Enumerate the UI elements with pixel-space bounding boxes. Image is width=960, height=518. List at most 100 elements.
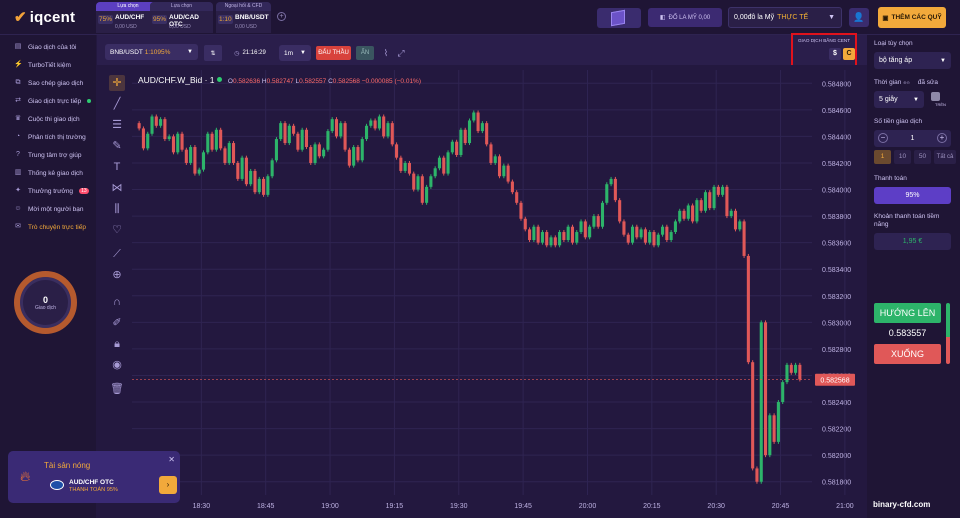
candle-body bbox=[789, 364, 793, 373]
candle-body bbox=[661, 226, 665, 235]
preset-button[interactable]: Tất cả bbox=[934, 150, 956, 164]
minus-icon[interactable]: − bbox=[878, 133, 888, 143]
ohlc-high: 0.582747 bbox=[266, 78, 294, 85]
sidebar-item[interactable]: ▤ Giao dịch của tôi bbox=[14, 41, 77, 53]
eye-icon[interactable]: ◉ bbox=[112, 359, 122, 371]
left-sidebar: ▤ Giao dịch của tôi ⚡ TurboTiết kiệm ⧉ Sao ch… bbox=[0, 35, 96, 518]
sidebar-item[interactable]: ▥ Thống kê giao dịch bbox=[14, 167, 83, 179]
candle-body bbox=[656, 234, 660, 246]
crosshair-icon[interactable]: ✛ bbox=[109, 75, 125, 91]
deposit-button[interactable]: ▣ THÊM CÁC QUỸ bbox=[878, 7, 946, 28]
demo-account-button[interactable]: ◧ ĐỔ LA MỸ 0,00 bbox=[648, 8, 722, 27]
logo-mark-icon: ✔ bbox=[14, 9, 27, 26]
amount-stepper[interactable]: − 1 + bbox=[874, 130, 951, 147]
dollar-mode-button[interactable]: $ bbox=[829, 48, 841, 60]
text-icon[interactable]: T bbox=[113, 161, 121, 173]
chevron-down-icon: ▼ bbox=[828, 14, 835, 21]
candle-body bbox=[695, 200, 699, 222]
hide-button[interactable]: ẨN bbox=[356, 46, 374, 60]
asset-tab[interactable]: Ngoại hối & CFD 1:10 BNB/USDT 0,00 USD bbox=[216, 2, 271, 33]
fullscreen-icon[interactable]: ⤢ bbox=[397, 47, 405, 58]
demo-icon: ◧ bbox=[659, 15, 666, 21]
sell-down-button[interactable]: XUỐNG bbox=[874, 344, 941, 364]
sidebar-item[interactable]: ⇄ Giao dịch trực tiếp bbox=[14, 95, 92, 107]
ruler-icon[interactable]: ⟋ bbox=[113, 248, 121, 260]
hot-asset-toast: ✕ 🔥︎ Tài sản nóng AUD/CHF OTC THANH TOÁN… bbox=[8, 451, 180, 503]
heart-icon[interactable]: ♡ bbox=[112, 224, 122, 236]
sidebar-item[interactable]: ⚡ TurboTiết kiệm bbox=[14, 59, 71, 71]
candle-body bbox=[180, 133, 184, 150]
turbo-icon: ⚡ bbox=[14, 61, 23, 68]
sidebar-item[interactable]: ◔ Phân tích thị trường bbox=[14, 131, 86, 143]
preset-button[interactable]: 1 bbox=[874, 150, 891, 164]
brand-logo[interactable]: ✔ iqcent bbox=[14, 8, 75, 27]
cent-trading-label: GIAO DỊCH BẰNG CENT bbox=[797, 38, 851, 43]
auction-button[interactable]: ĐẤU THẦU bbox=[316, 46, 351, 60]
fixed-time-toggle[interactable] bbox=[931, 92, 940, 101]
preset-button[interactable]: 10 bbox=[894, 150, 911, 164]
lock-drawing-icon[interactable]: ✐ bbox=[112, 317, 122, 329]
chevron-right-icon[interactable]: › bbox=[159, 476, 177, 494]
candle-body bbox=[287, 125, 291, 144]
trades-ring[interactable]: 0 Giao dịch bbox=[14, 271, 77, 334]
candle-body bbox=[768, 415, 772, 456]
asset-tab-name: AUD/CAD OTC bbox=[169, 14, 199, 28]
buy-up-button[interactable]: HƯỚNG LÊN bbox=[874, 303, 941, 323]
indicators-icon[interactable]: ⌇ bbox=[383, 47, 389, 58]
candle-body bbox=[549, 237, 553, 246]
close-icon[interactable]: ✕ bbox=[168, 455, 175, 464]
account-selector[interactable]: 0,00đô la Mỹ THỰC TẾ ▼ bbox=[728, 7, 842, 28]
candle-body bbox=[497, 156, 502, 177]
sidebar-item[interactable]: ☺ Mời một người bạn bbox=[14, 203, 83, 215]
fib-icon[interactable]: ⫼ bbox=[114, 203, 120, 215]
asset-tab[interactable]: Lựa chọn 95% AUD/CAD OTC 0,00 USD bbox=[150, 2, 213, 33]
x-tick-label: 20:45 bbox=[772, 503, 790, 510]
asset-tab-name: BNB/USDT bbox=[235, 14, 269, 21]
option-type-selector[interactable]: bộ tăng áp ▼ bbox=[874, 52, 951, 69]
trash-icon[interactable]: 🗑︎ bbox=[110, 383, 124, 395]
candle-body bbox=[176, 133, 180, 153]
y-tick-label: 0.584400 bbox=[822, 134, 851, 141]
candle-body bbox=[489, 144, 493, 163]
brush-icon[interactable]: ✎ bbox=[112, 140, 122, 152]
plus-icon[interactable]: + bbox=[937, 133, 947, 143]
candle-body bbox=[455, 141, 459, 155]
sidebar-item[interactable]: ✉ Trò chuyện trực tiếp bbox=[14, 221, 86, 233]
sidebar-item[interactable]: ⧉ Sao chép giao dịch bbox=[14, 77, 84, 89]
price-chart[interactable]: 0.584800 0.584600 0.584400 0.584200 0.584000… bbox=[97, 65, 867, 518]
candle-body bbox=[206, 133, 210, 153]
magnet-icon[interactable]: ∩ bbox=[113, 296, 121, 308]
cent-mode-button[interactable]: C bbox=[843, 48, 855, 60]
candle-body bbox=[150, 116, 154, 134]
potential-label: Khoản thanh toán tiềm năng bbox=[874, 213, 940, 228]
zoom-in-icon[interactable]: ⊕ bbox=[112, 269, 122, 281]
preset-button[interactable]: 50 bbox=[914, 150, 931, 164]
bonus-box-button[interactable] bbox=[597, 8, 641, 28]
add-asset-icon[interactable]: + bbox=[277, 12, 286, 21]
horizontal-lines-icon[interactable]: ☰ bbox=[112, 119, 122, 131]
trade-panel: Loại tùy chọn bộ tăng áp ▼ Thời gian ⊕⊖ … bbox=[867, 35, 960, 518]
candle-body bbox=[326, 131, 330, 150]
user-profile-icon[interactable]: 👤 bbox=[849, 8, 869, 27]
candle-type-icon[interactable]: ⇅ bbox=[204, 45, 222, 61]
asset-tab[interactable]: Lựa chọn 75% AUD/CHF 0,00 USD bbox=[96, 2, 160, 33]
interval-selector[interactable]: 1m ▼ bbox=[279, 45, 311, 61]
trend-line-icon[interactable]: ╱ bbox=[113, 98, 121, 110]
chevron-down-icon: ▼ bbox=[300, 50, 306, 56]
time-sub-icon: ⊕⊖ bbox=[903, 80, 910, 85]
amount-value: 1 bbox=[910, 135, 915, 142]
y-tick-label: 0.581800 bbox=[822, 480, 851, 487]
chart-toolbar: BNB/USDT 1:1095% ▼ ⇅ ◷ 21:16:29 1m ▼ ĐẤU … bbox=[97, 35, 867, 65]
sidebar-item[interactable]: ♛ Cuộc thi giao dịch bbox=[14, 113, 80, 125]
pair-name: BNB/USDT bbox=[110, 48, 143, 56]
candle-body bbox=[334, 119, 339, 137]
pair-selector[interactable]: BNB/USDT 1:1095% ▼ bbox=[105, 44, 198, 60]
sidebar-item-label: Trung tâm trợ giúp bbox=[28, 151, 82, 159]
lock-icon[interactable]: 🔒︎ bbox=[114, 338, 120, 350]
time-selector[interactable]: 5 giây ▼ bbox=[874, 91, 924, 108]
pattern-icon[interactable]: ⋈ bbox=[111, 182, 123, 194]
sidebar-item[interactable]: ✦ Thưởng trưởng 13 bbox=[14, 185, 89, 197]
asset-tab-balance: 0,00 USD bbox=[235, 24, 257, 30]
candle-body bbox=[596, 216, 600, 227]
sidebar-item[interactable]: ? Trung tâm trợ giúp bbox=[14, 149, 82, 161]
